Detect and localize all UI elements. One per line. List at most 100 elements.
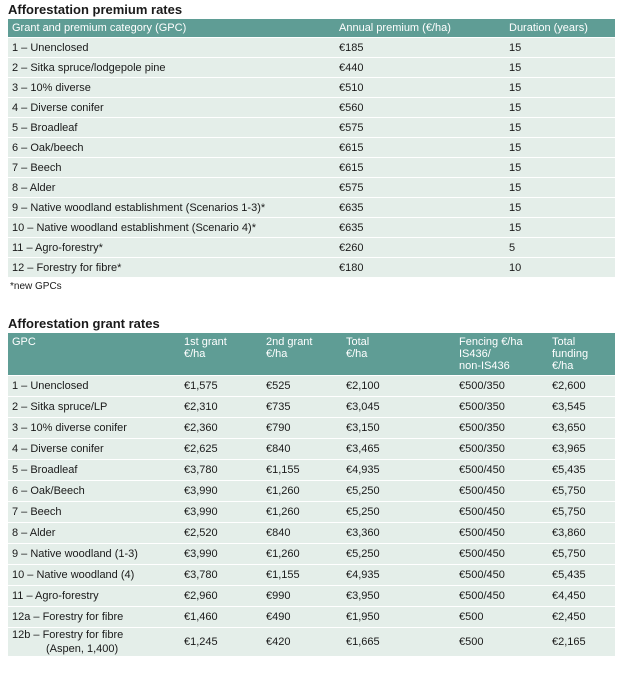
table-row: 3 – 10% diverse conifer €2,360 €790 €3,150 €… [8,417,615,439]
table-cell: €2,165 [548,627,615,656]
table-cell: €3,965 [548,438,615,460]
table-cell: €840 [262,522,342,544]
table-cell: 15 [505,37,615,58]
table-row: 10 – Native woodland (4) €3,780 €1,155 €4,9… [8,564,615,586]
table-cell: 15 [505,57,615,78]
table-cell: 7 – Beech [8,501,180,523]
table-cell: €3,860 [548,522,615,544]
table-cell: €1,950 [342,606,455,628]
header-row: Grant and premium category (GPC) Annual p… [8,19,615,38]
table-cell: €500/450 [455,543,548,565]
table-cell: 3 – 10% diverse conifer [8,417,180,439]
table-row: 1 – Unenclosed €185 15 [8,37,615,58]
table-cell: 10 – Native woodland establishment (Scen… [8,217,335,238]
table-cell: €1,260 [262,480,342,502]
table-cell: €5,435 [548,459,615,481]
table-cell: €2,520 [180,522,262,544]
table-cell: 1 – Unenclosed [8,375,180,397]
table-row: 5 – Broadleaf €3,780 €1,155 €4,935 €500/450 €… [8,459,615,481]
table-cell: €635 [335,217,505,238]
table-cell: €3,545 [548,396,615,418]
table-cell: €575 [335,177,505,198]
table-cell: €5,250 [342,543,455,565]
table-cell: €510 [335,77,505,98]
footnote: *new GPCs [10,281,62,292]
table-cell: 4 – Diverse conifer [8,97,335,118]
table-cell: €3,990 [180,501,262,523]
table-cell: 15 [505,137,615,158]
table-cell: 2 – Sitka spruce/LP [8,396,180,418]
table-cell: €440 [335,57,505,78]
column-header: Grant and premium category (GPC) [8,19,335,38]
table-cell: €500/350 [455,417,548,439]
table-row: 4 – Diverse conifer €560 15 [8,97,615,118]
table-cell: €5,750 [548,480,615,502]
column-header: Duration (years) [505,19,615,38]
column-header: Fencing €/ha IS436/ non-IS436 [455,333,548,376]
table-cell: €1,575 [180,375,262,397]
table-cell: €3,990 [180,543,262,565]
column-header: Total funding €/ha [548,333,615,376]
table-cell: 6 – Oak/beech [8,137,335,158]
table-cell: 12b – Forestry for fibre (Aspen, 1,400) [8,627,180,656]
table-row: 3 – 10% diverse €510 15 [8,77,615,98]
table-cell: 9 – Native woodland establishment (Scena… [8,197,335,218]
table-cell: €185 [335,37,505,58]
table-row: 12 – Forestry for fibre* €180 10 [8,257,615,277]
column-header: 1st grant €/ha [180,333,262,376]
table-cell: 1 – Unenclosed [8,37,335,58]
table-cell: 5 [505,237,615,258]
table-cell: €1,260 [262,501,342,523]
header-row: GPC 1st grant €/ha 2nd grant €/ha Total €/h… [8,333,615,376]
table-row: 2 – Sitka spruce/LP €2,310 €735 €3,045 €500/… [8,396,615,418]
table-cell: €1,245 [180,627,262,656]
table-row: 8 – Alder €2,520 €840 €3,360 €500/450 €3,860 [8,522,615,544]
table-cell: €3,950 [342,585,455,607]
table-cell: €500/450 [455,480,548,502]
table-cell: 3 – 10% diverse [8,77,335,98]
table-cell: €3,465 [342,438,455,460]
column-header: Annual premium (€/ha) [335,19,505,38]
table-cell: €500/450 [455,522,548,544]
table-cell: 15 [505,117,615,138]
table-cell: €2,625 [180,438,262,460]
table-cell: €4,935 [342,564,455,586]
table-cell: €635 [335,197,505,218]
table-row: 7 – Beech €3,990 €1,260 €5,250 €500/450 €5,75… [8,501,615,523]
table-cell: €4,935 [342,459,455,481]
table-cell: 2 – Sitka spruce/lodgepole pine [8,57,335,78]
table-cell: €500/450 [455,564,548,586]
table-cell: €500/450 [455,501,548,523]
grant-table: GPC 1st grant €/ha 2nd grant €/ha Total €/h… [8,333,615,656]
table-cell: €2,100 [342,375,455,397]
table-cell: €790 [262,417,342,439]
column-header: 2nd grant €/ha [262,333,342,376]
table-row: 8 – Alder €575 15 [8,177,615,198]
table-cell: €1,155 [262,459,342,481]
section-title: Afforestation premium rates [8,2,183,17]
table-cell: 15 [505,177,615,198]
table-cell: 5 – Broadleaf [8,459,180,481]
table-cell: €5,750 [548,501,615,523]
table-cell: €1,260 [262,543,342,565]
premium-table: Grant and premium category (GPC) Annual p… [8,19,615,277]
table-cell: €5,435 [548,564,615,586]
table-cell: 15 [505,97,615,118]
table-cell: €2,960 [180,585,262,607]
table-cell: 10 [505,257,615,277]
table-cell: 4 – Diverse conifer [8,438,180,460]
table-row: 7 – Beech €615 15 [8,157,615,178]
table-cell: 6 – Oak/Beech [8,480,180,502]
table-row: 11 – Agro-forestry* €260 5 [8,237,615,258]
section-title: Afforestation grant rates [8,316,160,331]
column-header: GPC [8,333,180,376]
table-cell: €615 [335,157,505,178]
table-cell: 15 [505,77,615,98]
table-cell: €4,450 [548,585,615,607]
table-cell: 7 – Beech [8,157,335,178]
table-cell: €3,650 [548,417,615,439]
column-header: Total €/ha [342,333,455,376]
table-cell: €525 [262,375,342,397]
table-row: 11 – Agro-forestry €2,960 €990 €3,950 €500/4… [8,585,615,607]
